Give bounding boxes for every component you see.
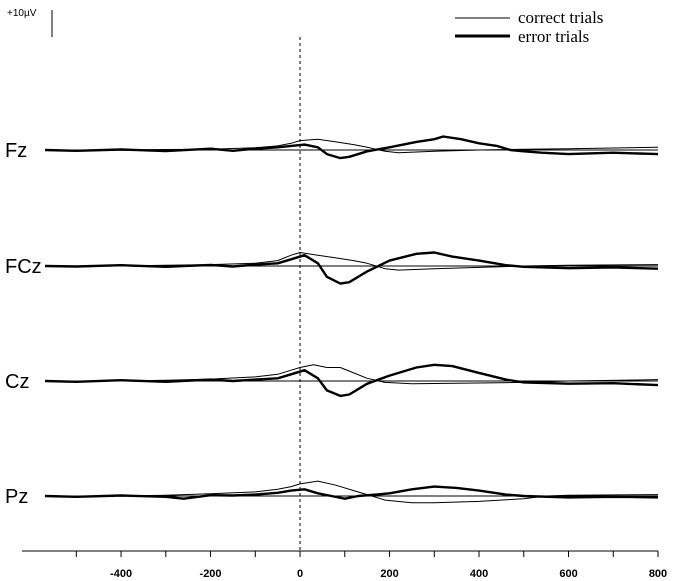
series-fz-error [44, 135, 659, 160]
x-tick-label-0: 0 [297, 568, 303, 580]
legend: correct trials error trials [455, 8, 603, 46]
label-layer: -400 -200 0 200 400 600 800 Fz FCz Cz Pz [5, 140, 667, 580]
x-tick-label-800: 800 [649, 568, 667, 580]
series-pz-correct [45, 480, 659, 504]
channel-label-fz: Fz [5, 140, 27, 162]
channel-label-pz: Pz [5, 486, 28, 508]
legend-label-error: error trials [518, 27, 589, 46]
x-tick-label--400: -400 [110, 568, 132, 580]
series-cz-error [44, 363, 659, 398]
channel-label-fcz: FCz [5, 256, 42, 278]
scale-bar-label: +10µV [7, 8, 37, 19]
series-fcz-error [44, 251, 659, 285]
legend-label-correct: correct trials [518, 8, 603, 27]
series-pz-error [44, 485, 659, 500]
x-tick-label-400: 400 [470, 568, 488, 580]
grid-layer [22, 37, 659, 557]
x-tick-label--200: -200 [200, 568, 222, 580]
channel-label-cz: Cz [5, 371, 29, 393]
series-layer [44, 135, 659, 504]
x-tick-label-200: 200 [380, 568, 398, 580]
x-tick-label-600: 600 [559, 568, 577, 580]
